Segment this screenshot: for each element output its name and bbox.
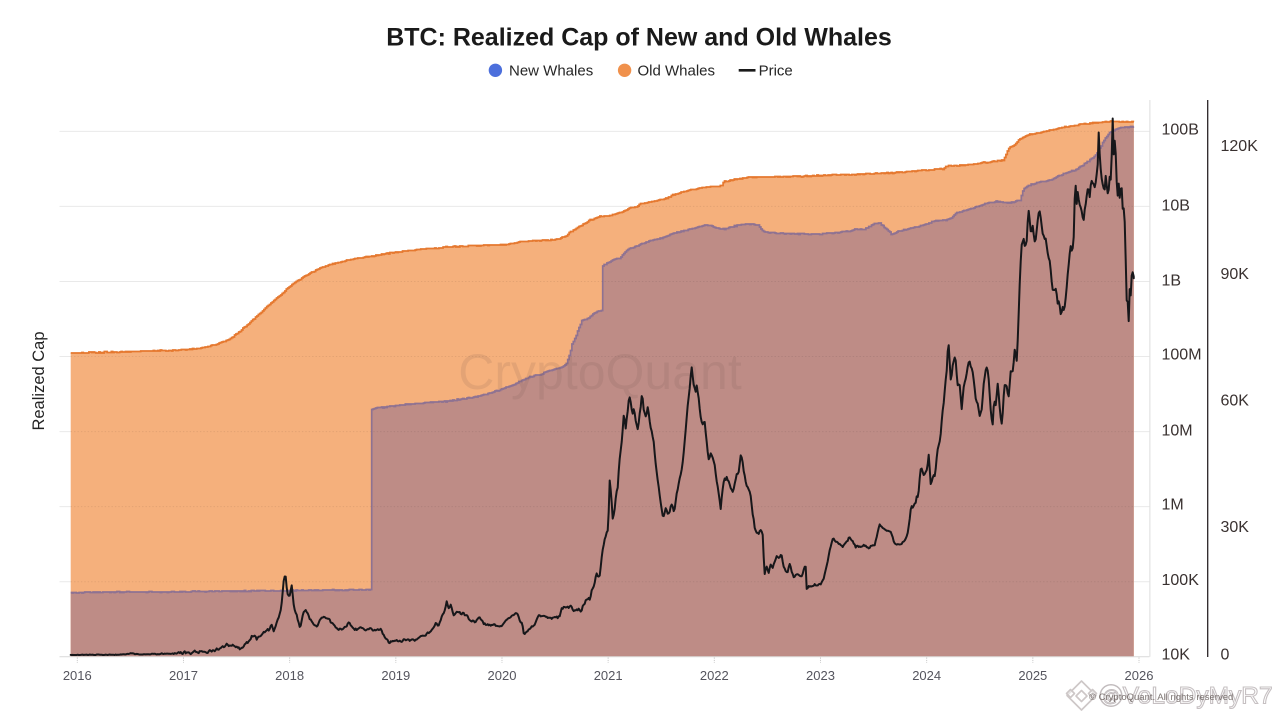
svg-text:2018: 2018 xyxy=(275,668,304,683)
svg-text:0: 0 xyxy=(1221,647,1230,664)
svg-text:2019: 2019 xyxy=(381,668,410,683)
svg-text:10K: 10K xyxy=(1162,647,1191,664)
svg-text:VoLoDyMyR7: VoLoDyMyR7 xyxy=(1123,683,1273,710)
svg-text:Old Whales: Old Whales xyxy=(638,63,716,80)
svg-text:60K: 60K xyxy=(1221,392,1250,409)
svg-text:2023: 2023 xyxy=(806,668,835,683)
svg-text:1B: 1B xyxy=(1162,273,1182,290)
svg-text:Price: Price xyxy=(759,63,793,80)
svg-text:100B: 100B xyxy=(1162,122,1199,139)
svg-text:10B: 10B xyxy=(1162,197,1190,214)
svg-text:2026: 2026 xyxy=(1125,668,1154,683)
svg-text:90K: 90K xyxy=(1221,266,1250,283)
svg-text:10M: 10M xyxy=(1162,423,1193,440)
svg-text:2024: 2024 xyxy=(912,668,941,683)
svg-text:2022: 2022 xyxy=(700,668,729,683)
svg-text:BTC: Realized Cap of New and O: BTC: Realized Cap of New and Old Whales xyxy=(386,24,892,52)
svg-text:100K: 100K xyxy=(1162,572,1200,589)
svg-text:100M: 100M xyxy=(1162,346,1202,363)
svg-text:2020: 2020 xyxy=(488,668,517,683)
svg-text:2025: 2025 xyxy=(1018,668,1047,683)
svg-text:1M: 1M xyxy=(1162,497,1184,514)
svg-text:© CryptoQuant. All rights rese: © CryptoQuant. All rights reserved xyxy=(1089,692,1233,703)
svg-text:Realized Cap: Realized Cap xyxy=(30,331,48,430)
svg-text:CryptoQuant: CryptoQuant xyxy=(458,344,742,400)
svg-text:New Whales: New Whales xyxy=(509,63,593,80)
svg-text:120K: 120K xyxy=(1221,138,1259,155)
svg-text:2017: 2017 xyxy=(169,668,198,683)
svg-text:2021: 2021 xyxy=(594,668,623,683)
svg-text:2016: 2016 xyxy=(63,668,92,683)
svg-text:@: @ xyxy=(1102,687,1119,706)
svg-text:30K: 30K xyxy=(1221,519,1250,536)
